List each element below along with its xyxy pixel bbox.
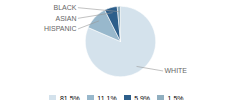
svg-text:BLACK: BLACK bbox=[54, 4, 77, 11]
svg-text:ASIAN: ASIAN bbox=[56, 15, 77, 22]
svg-text:HISPANIC: HISPANIC bbox=[44, 25, 77, 32]
svg-text:WHITE: WHITE bbox=[164, 67, 187, 74]
